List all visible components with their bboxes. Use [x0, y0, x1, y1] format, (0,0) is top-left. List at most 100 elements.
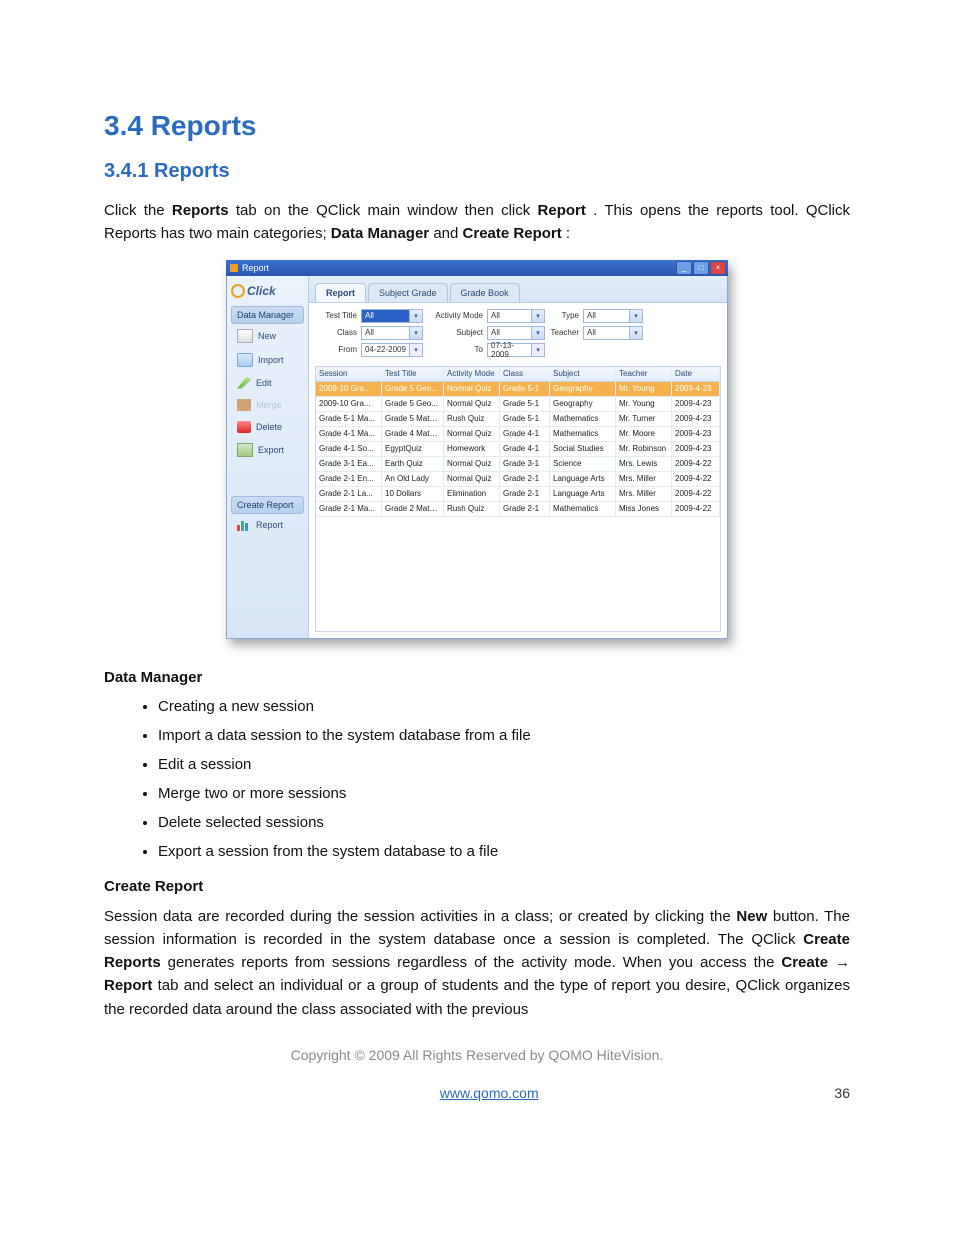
column-header-session[interactable]: Session — [316, 367, 382, 382]
table-cell: Grade 4-1 — [500, 442, 550, 457]
window-buttons: _ □ × — [676, 261, 726, 275]
filter-select-to[interactable]: 07-13-2009▾ — [487, 343, 545, 357]
table-cell: Mr. Turner — [616, 412, 672, 427]
table-row[interactable]: 2009-10 Gra...Grade 5 Geo...Normal QuizG… — [316, 382, 720, 397]
sidebar-group-data-manager[interactable]: Data Manager — [231, 306, 304, 324]
close-button[interactable]: × — [710, 261, 726, 275]
table-cell: Grade 5-1 Ma... — [316, 412, 382, 427]
table-cell: Social Studies — [550, 442, 616, 457]
sidebar-item-import[interactable]: Import — [231, 348, 304, 372]
maximize-button[interactable]: □ — [693, 261, 709, 275]
column-header-activity-mode[interactable]: Activity Mode — [444, 367, 500, 382]
column-header-date[interactable]: Date — [672, 367, 720, 382]
export-icon — [237, 443, 253, 457]
filter-label-teacher: Teacher — [549, 328, 579, 337]
table-row[interactable]: Grade 2-1 Ma...Grade 2 Math...Rush QuizG… — [316, 502, 720, 517]
filter-label-test-title: Test Title — [315, 311, 357, 320]
table-cell: Grade 4 Math... — [382, 427, 444, 442]
table-cell: Grade 4-1 — [500, 427, 550, 442]
sidebar-item-label: Export — [258, 445, 284, 455]
sidebar-item-label: Edit — [256, 378, 272, 388]
data-manager-list: Creating a new sessionImport a data sess… — [104, 698, 850, 860]
filter-select-type[interactable]: All▾ — [583, 309, 643, 323]
list-item: Creating a new session — [158, 698, 850, 715]
table-row[interactable]: Grade 5-1 Ma...Grade 5 Math...Rush QuizG… — [316, 412, 720, 427]
table-cell: 10 Dollars — [382, 487, 444, 502]
table-cell: Mr. Young — [616, 397, 672, 412]
bold-text: Create Report — [463, 225, 562, 242]
minimize-button[interactable]: _ — [676, 261, 692, 275]
filter-label-to: To — [427, 345, 483, 354]
table-cell: Earth Quiz — [382, 457, 444, 472]
sidebar: Click Data Manager NewImport Edit Merge Del… — [227, 276, 309, 638]
create-report-heading: Create Report — [104, 878, 850, 895]
heading-2: 3.4.1 Reports — [104, 160, 850, 183]
table-row[interactable]: Grade 4-1 Ma...Grade 4 Math...Normal Qui… — [316, 427, 720, 442]
bold-text: Reports — [172, 202, 229, 219]
table-cell: Normal Quiz — [444, 472, 500, 487]
table-row[interactable]: Grade 2-1 En...An Old LadyNormal QuizGra… — [316, 472, 720, 487]
table-cell: 2009-4-23 — [672, 427, 720, 442]
table-cell: Mathematics — [550, 427, 616, 442]
filter-select-from[interactable]: 04-22-2009▾ — [361, 343, 423, 357]
table-row[interactable]: Grade 2-1 La...10 DollarsEliminationGrad… — [316, 487, 720, 502]
table-cell: Language Arts — [550, 487, 616, 502]
filter-select-class[interactable]: All▾ — [361, 326, 423, 340]
table-cell: Grade 2 Math... — [382, 502, 444, 517]
table-cell: Language Arts — [550, 472, 616, 487]
tab-grade-book[interactable]: Grade Book — [450, 283, 520, 302]
column-header-teacher[interactable]: Teacher — [616, 367, 672, 382]
table-row[interactable]: 2009-10 Gra...Grade 5 Geo...Normal QuizG… — [316, 397, 720, 412]
bold-text: Data Manager — [331, 225, 429, 242]
filter-label-type: Type — [549, 311, 579, 320]
dropdown-icon: ▾ — [531, 344, 544, 356]
window-titlebar[interactable]: Report _ □ × — [226, 260, 728, 276]
heading-1: 3.4 Reports — [104, 110, 850, 142]
table-cell: 2009-4-23 — [672, 397, 720, 412]
text: tab and select an individual or a group … — [104, 977, 850, 1017]
sidebar-item-label: Merge — [256, 400, 282, 410]
filter-select-teacher[interactable]: All▾ — [583, 326, 643, 340]
filter-value: All — [491, 328, 500, 337]
table-cell: Mrs. Miller — [616, 487, 672, 502]
sidebar-item-edit[interactable]: Edit — [231, 372, 304, 394]
text: and — [433, 225, 462, 242]
table-cell: Geography — [550, 397, 616, 412]
table-cell: Grade 5 Geo... — [382, 397, 444, 412]
data-grid[interactable]: SessionTest TitleActivity ModeClassSubje… — [315, 366, 721, 632]
sidebar-group-create-report[interactable]: Create Report — [231, 496, 304, 514]
table-row[interactable]: Grade 4-1 So...EgyptQuizHomeworkGrade 4-… — [316, 442, 720, 457]
tab-report[interactable]: Report — [315, 283, 366, 302]
sidebar-item-export[interactable]: Export — [231, 438, 304, 462]
table-cell: Mr. Robinson — [616, 442, 672, 457]
table-cell: Grade 2-1 — [500, 502, 550, 517]
table-cell: Mrs. Lewis — [616, 457, 672, 472]
table-cell: Science — [550, 457, 616, 472]
column-header-test-title[interactable]: Test Title — [382, 367, 444, 382]
document-page: 3.4 Reports 3.4.1 Reports Click the Repo… — [0, 0, 954, 1161]
sidebar-item-report[interactable]: Report — [231, 514, 304, 536]
tab-subject-grade[interactable]: Subject Grade — [368, 283, 448, 302]
table-cell: Normal Quiz — [444, 427, 500, 442]
sidebar-item-new[interactable]: New — [231, 324, 304, 348]
filter-select-test-title[interactable]: All▾ — [361, 309, 423, 323]
list-item: Delete selected sessions — [158, 814, 850, 831]
sidebar-item-delete[interactable]: Delete — [231, 416, 304, 438]
table-cell: 2009-4-23 — [672, 442, 720, 457]
footer-url[interactable]: www.qomo.com — [440, 1085, 539, 1101]
column-header-class[interactable]: Class — [500, 367, 550, 382]
table-cell: Grade 5 Math... — [382, 412, 444, 427]
list-item: Export a session from the system databas… — [158, 843, 850, 860]
table-row[interactable]: Grade 3-1 Ea...Earth QuizNormal QuizGrad… — [316, 457, 720, 472]
table-cell: Mathematics — [550, 502, 616, 517]
column-header-subject[interactable]: Subject — [550, 367, 616, 382]
filter-select-subject[interactable]: All▾ — [487, 326, 545, 340]
logo-icon — [231, 284, 245, 298]
data-manager-heading: Data Manager — [104, 669, 850, 686]
list-item: Merge two or more sessions — [158, 785, 850, 802]
table-cell: 2009-4-22 — [672, 502, 720, 517]
table-cell: Grade 5-1 — [500, 412, 550, 427]
filter-select-activity-mode[interactable]: All▾ — [487, 309, 545, 323]
app-logo: Click — [231, 280, 304, 302]
table-cell: Rush Quiz — [444, 412, 500, 427]
